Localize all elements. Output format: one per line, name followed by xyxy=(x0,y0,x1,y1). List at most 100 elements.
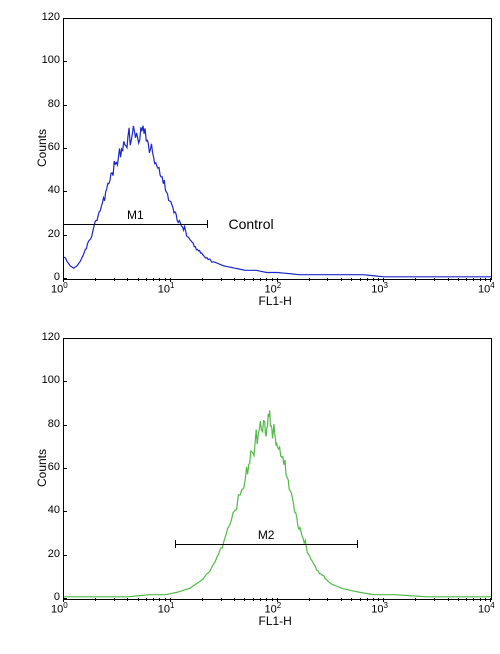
xtick-minor xyxy=(415,278,416,281)
ytick-mark xyxy=(63,338,67,339)
xtick-minor xyxy=(253,278,254,281)
xtick-minor xyxy=(260,278,261,281)
histogram-line xyxy=(64,410,491,596)
xtick-mark xyxy=(170,278,171,282)
xtick-minor xyxy=(327,598,328,601)
gate-marker-end xyxy=(63,220,64,228)
xtick-mark xyxy=(170,598,171,602)
ytick-mark xyxy=(63,555,67,556)
histogram-svg xyxy=(64,19,491,279)
plot-area xyxy=(63,18,492,280)
xtick-label: 104 xyxy=(478,601,495,616)
xtick-minor xyxy=(351,278,352,281)
xtick-minor xyxy=(466,598,467,601)
ytick-mark xyxy=(63,468,67,469)
xtick-minor xyxy=(260,598,261,601)
top-panel: 020406080100120Counts100101102103104FL1-… xyxy=(28,10,498,310)
xtick-minor xyxy=(146,598,147,601)
xtick-minor xyxy=(221,598,222,601)
xtick-label: 103 xyxy=(371,601,388,616)
ytick-mark xyxy=(63,148,67,149)
x-axis-label: FL1-H xyxy=(259,614,292,628)
xtick-label: 100 xyxy=(51,281,68,296)
ytick-label: 20 xyxy=(35,228,60,240)
xtick-minor xyxy=(327,278,328,281)
xtick-minor xyxy=(434,278,435,281)
xtick-mark xyxy=(490,598,491,602)
ytick-mark xyxy=(63,425,67,426)
gate-marker-line xyxy=(63,224,207,225)
xtick-minor xyxy=(309,598,310,601)
xtick-minor xyxy=(234,278,235,281)
xtick-minor xyxy=(458,598,459,601)
y-axis-label: Counts xyxy=(35,449,49,487)
xtick-minor xyxy=(360,598,361,601)
xtick-minor xyxy=(234,598,235,601)
xtick-minor xyxy=(127,598,128,601)
xtick-minor xyxy=(127,278,128,281)
xtick-minor xyxy=(341,278,342,281)
ytick-label: 120 xyxy=(35,11,60,23)
xtick-label: 101 xyxy=(158,601,175,616)
annotation-label: Control xyxy=(228,216,273,232)
xtick-minor xyxy=(95,598,96,601)
ytick-mark xyxy=(63,61,67,62)
gate-marker-label: M2 xyxy=(258,528,275,542)
xtick-minor xyxy=(146,278,147,281)
xtick-label: 103 xyxy=(371,281,388,296)
xtick-minor xyxy=(473,278,474,281)
xtick-minor xyxy=(202,598,203,601)
xtick-minor xyxy=(448,278,449,281)
xtick-minor xyxy=(415,598,416,601)
plot-area xyxy=(63,338,492,600)
xtick-minor xyxy=(351,598,352,601)
xtick-minor xyxy=(360,278,361,281)
bottom-panel: 020406080100120Counts100101102103104FL1-… xyxy=(28,330,498,630)
xtick-minor xyxy=(458,278,459,281)
xtick-minor xyxy=(202,278,203,281)
xtick-mark xyxy=(490,278,491,282)
xtick-minor xyxy=(153,598,154,601)
gate-marker-label: M1 xyxy=(127,208,144,222)
xtick-mark xyxy=(383,598,384,602)
xtick-minor xyxy=(367,598,368,601)
xtick-minor xyxy=(448,598,449,601)
xtick-minor xyxy=(309,278,310,281)
gate-marker-end xyxy=(207,220,208,228)
ytick-mark xyxy=(63,18,67,19)
xtick-mark xyxy=(63,598,64,602)
xtick-label: 104 xyxy=(478,281,495,296)
ytick-mark xyxy=(63,511,67,512)
xtick-minor xyxy=(434,598,435,601)
xtick-minor xyxy=(138,598,139,601)
histogram-line xyxy=(64,126,491,277)
ytick-label: 80 xyxy=(35,418,60,430)
xtick-label: 101 xyxy=(158,281,175,296)
xtick-mark xyxy=(277,598,278,602)
xtick-minor xyxy=(244,598,245,601)
xtick-mark xyxy=(383,278,384,282)
gate-marker-line xyxy=(175,544,356,545)
xtick-minor xyxy=(114,278,115,281)
xtick-mark xyxy=(63,278,64,282)
ytick-mark xyxy=(63,105,67,106)
xtick-minor xyxy=(95,278,96,281)
gate-marker-end xyxy=(175,540,176,548)
x-axis-label: FL1-H xyxy=(259,294,292,308)
xtick-minor xyxy=(253,598,254,601)
xtick-label: 100 xyxy=(51,601,68,616)
ytick-label: 80 xyxy=(35,98,60,110)
ytick-label: 100 xyxy=(35,374,60,386)
ytick-mark xyxy=(63,381,67,382)
gate-marker-end xyxy=(357,540,358,548)
xtick-mark xyxy=(277,278,278,282)
histogram-svg xyxy=(64,339,491,599)
xtick-minor xyxy=(153,278,154,281)
ytick-label: 40 xyxy=(35,504,60,516)
xtick-minor xyxy=(244,278,245,281)
xtick-minor xyxy=(473,598,474,601)
xtick-minor xyxy=(138,278,139,281)
xtick-minor xyxy=(367,278,368,281)
xtick-minor xyxy=(114,598,115,601)
ytick-label: 120 xyxy=(35,331,60,343)
